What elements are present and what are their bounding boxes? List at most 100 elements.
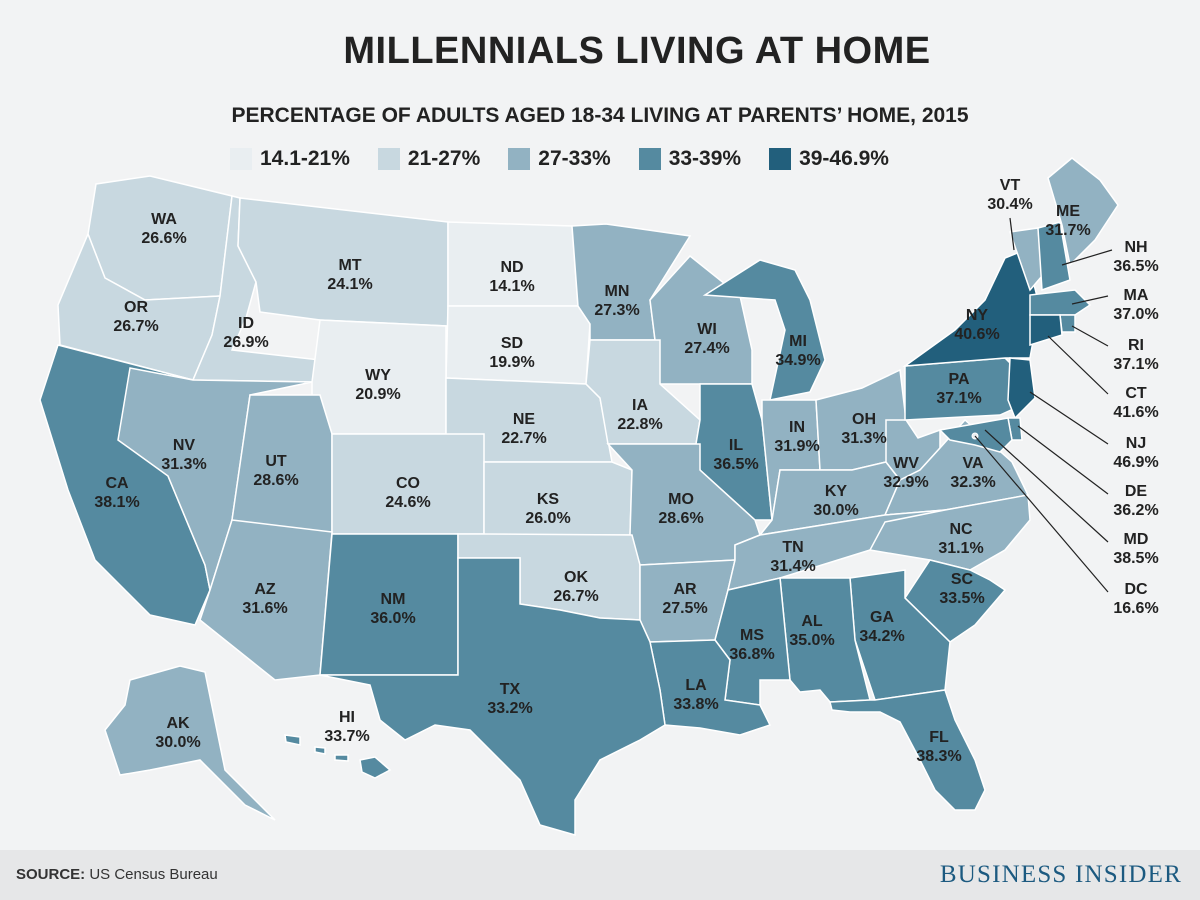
leader-line-vt bbox=[1009, 217, 1015, 251]
state-value-il: 36.5% bbox=[713, 456, 758, 473]
state-code-ia: IA bbox=[632, 397, 648, 414]
state-value-me: 31.7% bbox=[1045, 222, 1090, 239]
state-code-va: VA bbox=[962, 455, 983, 472]
state-code-oh: OH bbox=[852, 411, 876, 428]
state-code-nm: NM bbox=[381, 591, 406, 608]
state-shape-ri bbox=[1059, 314, 1076, 333]
state-value-sd: 19.9% bbox=[489, 354, 534, 371]
state-code-ct: CT bbox=[1125, 385, 1147, 402]
legend-swatch-2 bbox=[377, 148, 400, 170]
state-value-hi: 33.7% bbox=[324, 728, 369, 745]
source-text: US Census Bureau bbox=[89, 866, 218, 883]
state-value-ky: 30.0% bbox=[813, 502, 858, 519]
state-code-co: CO bbox=[396, 475, 420, 492]
state-shape-nh bbox=[1037, 221, 1071, 292]
state-value-ia: 22.8% bbox=[617, 416, 662, 433]
state-value-al: 35.0% bbox=[789, 632, 834, 649]
state-shape-me bbox=[1047, 157, 1119, 267]
state-code-il: IL bbox=[729, 437, 743, 454]
state-code-ne: NE bbox=[513, 411, 536, 428]
us-choropleth-map: WA 26.6% OR 26.7% ID 26.9% MT 24.1% ND 14.1% SD 19.… bbox=[39, 157, 1159, 836]
state-code-wi: WI bbox=[697, 321, 717, 338]
state-code-ca: CA bbox=[105, 475, 129, 492]
state-code-hi: HI bbox=[339, 709, 355, 726]
legend-label-3: 27-33% bbox=[538, 147, 611, 170]
state-value-mi: 34.9% bbox=[775, 352, 820, 369]
state-code-al: AL bbox=[801, 613, 823, 630]
state-code-in: IN bbox=[789, 419, 805, 436]
legend-swatch-4 bbox=[638, 148, 661, 170]
footer: SOURCE: US Census Bureau BUSINESS INSIDE… bbox=[0, 850, 1200, 900]
state-value-tx: 33.2% bbox=[487, 700, 532, 717]
state-shape-hi bbox=[284, 734, 301, 746]
state-value-in: 31.9% bbox=[774, 438, 819, 455]
state-code-tx: TX bbox=[500, 681, 521, 698]
state-shape-nv bbox=[117, 367, 313, 591]
legend-item-5: 39-46.9% bbox=[769, 147, 889, 171]
state-value-id: 26.9% bbox=[223, 334, 268, 351]
state-value-nh: 36.5% bbox=[1113, 258, 1158, 275]
state-value-co: 24.6% bbox=[385, 494, 430, 511]
state-code-vt: VT bbox=[1000, 177, 1021, 194]
state-code-wa: WA bbox=[151, 211, 177, 228]
state-shape-nc bbox=[868, 494, 1031, 571]
state-value-wa: 26.6% bbox=[141, 230, 186, 247]
state-code-tn: TN bbox=[782, 539, 803, 556]
state-value-ks: 26.0% bbox=[525, 510, 570, 527]
state-value-md: 38.5% bbox=[1113, 550, 1158, 567]
state-shape-fl bbox=[829, 689, 986, 811]
state-value-pa: 37.1% bbox=[936, 390, 981, 407]
legend-swatch-3 bbox=[508, 148, 531, 170]
state-value-nv: 31.3% bbox=[161, 456, 206, 473]
state-value-va: 32.3% bbox=[950, 474, 995, 491]
legend-item-3: 27-33% bbox=[508, 147, 611, 171]
legend: 14.1-21% 21-27% 27-33% 33-39% 39-46.9% bbox=[230, 144, 917, 174]
state-code-me: ME bbox=[1056, 203, 1080, 220]
legend-swatch-1 bbox=[230, 148, 252, 170]
state-code-ks: KS bbox=[537, 491, 560, 508]
state-code-nv: NV bbox=[173, 437, 196, 454]
state-code-ky: KY bbox=[825, 483, 848, 500]
state-value-az: 31.6% bbox=[242, 600, 287, 617]
state-value-de: 36.2% bbox=[1113, 502, 1158, 519]
state-code-mt: MT bbox=[338, 257, 361, 274]
state-code-ny: NY bbox=[966, 307, 989, 324]
state-value-dc: 16.6% bbox=[1113, 600, 1158, 617]
legend-item-1: 14.1-21% bbox=[230, 147, 350, 171]
state-code-ms: MS bbox=[740, 627, 764, 644]
state-value-ms: 36.8% bbox=[729, 646, 774, 663]
state-value-nc: 31.1% bbox=[938, 540, 983, 557]
state-value-ne: 22.7% bbox=[501, 430, 546, 447]
state-value-wi: 27.4% bbox=[684, 340, 729, 357]
state-value-mn: 27.3% bbox=[594, 302, 639, 319]
state-value-ct: 41.6% bbox=[1113, 404, 1158, 421]
state-value-wy: 20.9% bbox=[355, 386, 400, 403]
leader-line-dc bbox=[974, 435, 1109, 593]
state-code-ut: UT bbox=[265, 453, 287, 470]
state-value-mo: 28.6% bbox=[658, 510, 703, 527]
state-value-ny: 40.6% bbox=[954, 326, 999, 343]
legend-label-4: 33-39% bbox=[668, 147, 742, 170]
state-value-or: 26.7% bbox=[113, 318, 158, 335]
state-code-nj: NJ bbox=[1126, 435, 1146, 452]
legend-item-2: 21-27% bbox=[377, 147, 480, 171]
state-shape-mi bbox=[702, 259, 826, 401]
legend-label-1: 14.1-21% bbox=[260, 147, 350, 170]
state-value-ar: 27.5% bbox=[662, 600, 707, 617]
state-code-sd: SD bbox=[501, 335, 523, 352]
state-code-wy: WY bbox=[365, 367, 391, 384]
legend-item-4: 33-39% bbox=[638, 147, 742, 171]
state-code-az: AZ bbox=[254, 581, 276, 598]
state-shape-nj bbox=[1007, 357, 1036, 420]
leader-line-ri bbox=[1071, 325, 1109, 347]
map-subtitle: PERCENTAGE OF ADULTS AGED 18-34 LIVING A… bbox=[231, 104, 969, 127]
state-code-la: LA bbox=[685, 677, 707, 694]
state-value-vt: 30.4% bbox=[987, 196, 1032, 213]
state-code-id: ID bbox=[238, 315, 254, 332]
business-insider-logo: BUSINESS INSIDER bbox=[939, 861, 1182, 888]
state-value-tn: 31.4% bbox=[770, 558, 815, 575]
state-shape-ct bbox=[1029, 314, 1063, 347]
state-code-ok: OK bbox=[564, 569, 588, 586]
legend-label-5: 39-46.9% bbox=[799, 147, 889, 170]
leader-line-ma bbox=[1071, 295, 1109, 305]
